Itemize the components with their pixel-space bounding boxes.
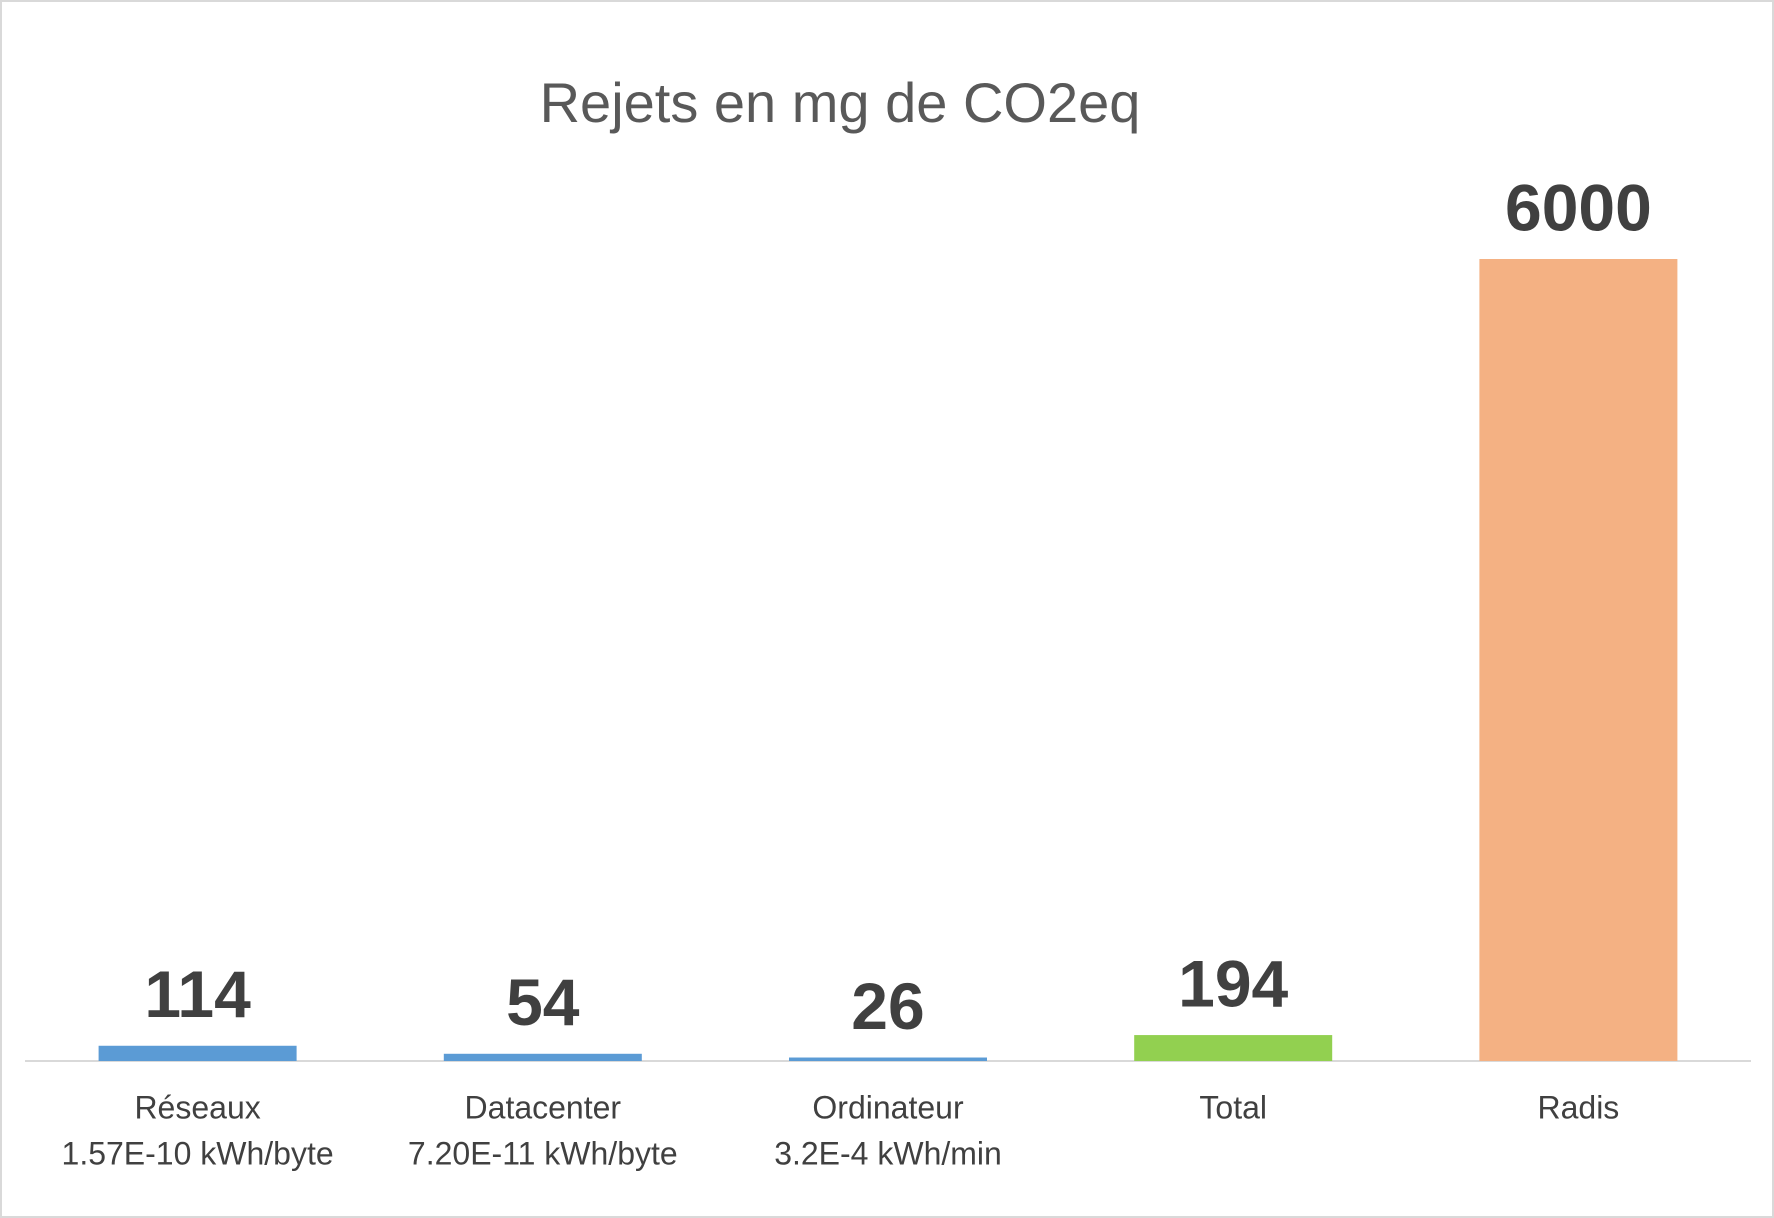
x-tick-label: 1.57E-10 kWh/byte (62, 1135, 334, 1171)
value-label: 54 (506, 965, 580, 1039)
bar (98, 1045, 297, 1061)
value-label: 114 (144, 957, 251, 1031)
value-label: 6000 (1505, 170, 1652, 244)
x-tick-label: Réseaux (134, 1089, 260, 1125)
bar (1134, 1035, 1333, 1061)
x-tick-label: Datacenter (465, 1089, 622, 1125)
bar (789, 1057, 987, 1061)
bar (1479, 259, 1678, 1061)
value-label: 26 (851, 969, 924, 1043)
x-tick-label: Ordinateur (812, 1089, 964, 1125)
bar (443, 1053, 642, 1061)
x-tick-label: Radis (1537, 1089, 1619, 1125)
x-tick-label: 7.20E-11 kWh/byte (408, 1135, 678, 1171)
x-tick-label: Total (1199, 1089, 1267, 1125)
chart-title: Rejets en mg de CO2eq (540, 71, 1141, 134)
value-label: 194 (1178, 947, 1288, 1021)
x-tick-label: 3.2E-4 kWh/min (774, 1135, 1002, 1171)
